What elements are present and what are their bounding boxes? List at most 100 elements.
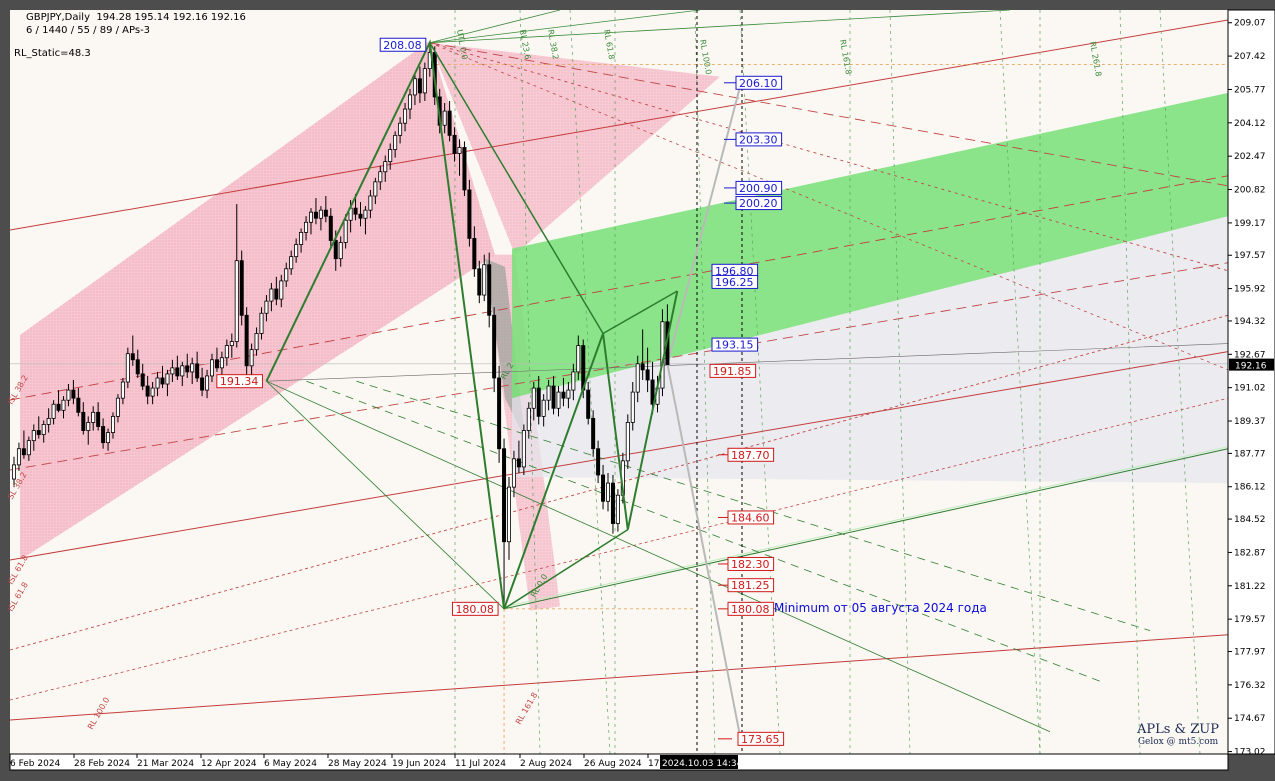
candle: [66, 384, 71, 407]
candle: [165, 369, 170, 397]
candle-body-up: [209, 359, 214, 377]
level-blue-7-box: [711, 337, 759, 352]
candle-body-down: [472, 238, 477, 270]
price-tick-label: 189.37: [1234, 417, 1266, 427]
price-tick-label: 197.57: [1234, 251, 1266, 261]
candle: [130, 335, 135, 366]
candle-body-up: [115, 397, 120, 417]
candle-body-up: [31, 430, 36, 442]
candle: [101, 418, 106, 449]
pivot-start-label-text: 191.34: [220, 375, 259, 388]
candle: [180, 361, 185, 387]
candle-body-up: [526, 407, 531, 431]
candle: [403, 103, 408, 132]
candle: [11, 456, 16, 488]
price-tick-label: 192.67: [1234, 350, 1266, 360]
candle-body-up: [373, 181, 378, 197]
candle: [398, 117, 403, 144]
candle-body-up: [368, 195, 373, 211]
candle-body-down: [333, 240, 338, 260]
candle: [383, 155, 388, 182]
level-blue-7-text: 193.15: [715, 339, 754, 352]
candle-body-down: [96, 411, 101, 427]
candle-body-up: [66, 389, 71, 401]
candle-body-up: [51, 403, 56, 419]
candle-body-down: [591, 417, 596, 450]
candle-body-down: [239, 260, 244, 316]
candle: [313, 198, 318, 225]
candle-body-up: [249, 349, 254, 367]
candle: [482, 254, 487, 302]
candle-body-down: [516, 458, 521, 468]
candle: [536, 375, 541, 425]
candle-body-down: [214, 359, 219, 369]
candle: [625, 414, 630, 469]
candle: [145, 375, 150, 405]
candle-body-up: [625, 422, 630, 462]
candle-body-up: [521, 430, 526, 468]
candle-body-up: [284, 268, 289, 282]
candle-body-up: [106, 432, 111, 444]
candle: [610, 475, 615, 534]
pivot-high-label-box: [379, 37, 427, 52]
candle: [442, 103, 447, 134]
green-fan-top-1: [429, 9, 561, 44]
candle-body-up: [254, 333, 259, 351]
candle: [56, 390, 61, 413]
projection-line-down: [666, 363, 741, 736]
candle-body-up: [635, 363, 640, 393]
candle: [596, 440, 601, 484]
candle-body-down: [101, 426, 106, 444]
fib-time-line-8: [889, 9, 911, 755]
level-red-3-text: 184.60: [731, 511, 770, 524]
level-blue-6-box: [711, 274, 759, 289]
candle: [452, 127, 457, 162]
level-blue-5-text: 196.80: [715, 265, 754, 278]
level-red-4-text: 182.30: [731, 558, 770, 571]
candle-body-down: [358, 213, 363, 219]
candle: [487, 252, 492, 328]
candle-body-down: [185, 365, 190, 373]
candle: [96, 402, 101, 431]
brand-line-1: APLs & ZUP: [1136, 722, 1219, 737]
candle-body-up: [86, 422, 91, 431]
candle: [170, 359, 175, 382]
cursor-time-text: 2024.10.03 14:34: [662, 759, 743, 769]
candle-body-up: [259, 312, 264, 334]
candle-body-up: [180, 365, 185, 377]
candle: [541, 394, 546, 427]
price-tick-label: 195.92: [1234, 285, 1266, 295]
candle: [71, 379, 76, 405]
candle-body-up: [91, 411, 96, 423]
candle: [120, 377, 125, 405]
candle: [516, 440, 521, 473]
candle: [195, 351, 200, 382]
candle: [393, 131, 398, 158]
ohlc-values: 194.28 195.14 192.16 192.16: [96, 12, 246, 23]
candle: [16, 442, 21, 471]
candle: [249, 343, 254, 378]
time-tick-label: 2 Aug 2024: [520, 759, 572, 769]
candle: [343, 214, 348, 249]
candle-body-up: [506, 486, 511, 543]
candle-body-up: [556, 391, 561, 409]
candle: [76, 388, 81, 417]
current-price-text: 192.16: [1235, 362, 1267, 372]
level-blue-3-text: 200.90: [739, 182, 778, 195]
candle-body-up: [224, 345, 229, 359]
candle: [81, 402, 86, 435]
candle: [363, 206, 368, 235]
candle-body-up: [205, 375, 210, 391]
candle: [388, 143, 393, 170]
candle-body-up: [442, 110, 447, 126]
grey-median-line: [266, 343, 1229, 382]
candle-body-up: [61, 399, 66, 411]
candle: [645, 347, 650, 393]
candle: [284, 262, 289, 287]
candle-body-up: [120, 381, 125, 399]
pivot-start-label-box: [216, 374, 263, 389]
fib-time-line-9: [999, 9, 1041, 755]
level-red-2-box: [727, 447, 775, 462]
candle: [41, 420, 46, 443]
